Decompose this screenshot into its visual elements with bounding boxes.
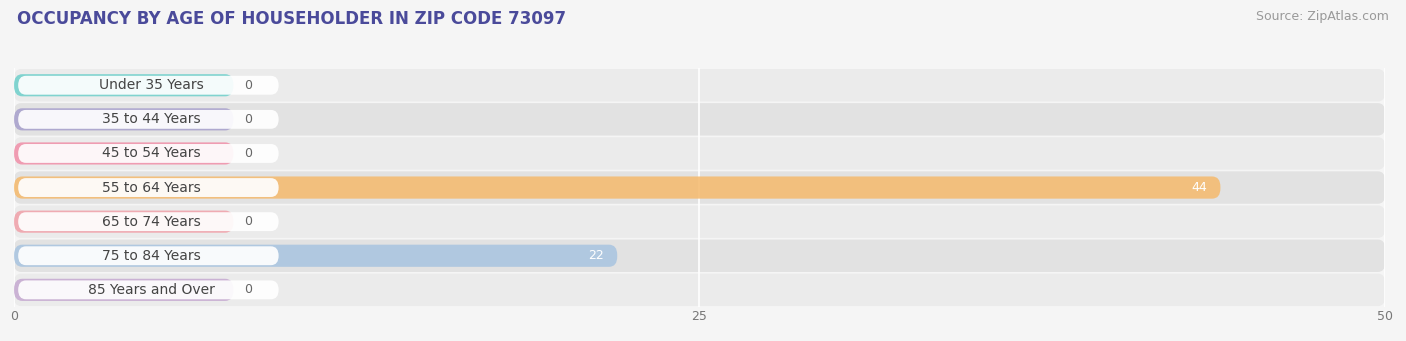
Text: Source: ZipAtlas.com: Source: ZipAtlas.com [1256, 10, 1389, 23]
FancyBboxPatch shape [14, 103, 1385, 136]
Text: 0: 0 [245, 79, 252, 92]
FancyBboxPatch shape [14, 205, 1385, 238]
FancyBboxPatch shape [14, 137, 1385, 170]
FancyBboxPatch shape [14, 143, 233, 165]
FancyBboxPatch shape [18, 110, 278, 129]
FancyBboxPatch shape [14, 177, 1220, 198]
Text: 0: 0 [245, 147, 252, 160]
FancyBboxPatch shape [14, 245, 617, 267]
Text: Under 35 Years: Under 35 Years [98, 78, 204, 92]
FancyBboxPatch shape [14, 273, 1385, 306]
FancyBboxPatch shape [14, 74, 233, 96]
Text: 0: 0 [245, 215, 252, 228]
Text: 35 to 44 Years: 35 to 44 Years [101, 112, 201, 127]
FancyBboxPatch shape [18, 144, 278, 163]
FancyBboxPatch shape [14, 210, 233, 233]
Text: 65 to 74 Years: 65 to 74 Years [101, 214, 201, 229]
Text: 44: 44 [1191, 181, 1206, 194]
FancyBboxPatch shape [14, 279, 233, 301]
Text: OCCUPANCY BY AGE OF HOUSEHOLDER IN ZIP CODE 73097: OCCUPANCY BY AGE OF HOUSEHOLDER IN ZIP C… [17, 10, 567, 28]
FancyBboxPatch shape [18, 76, 278, 95]
FancyBboxPatch shape [14, 108, 233, 131]
Text: 0: 0 [245, 113, 252, 126]
FancyBboxPatch shape [18, 178, 278, 197]
Text: 22: 22 [588, 249, 603, 262]
FancyBboxPatch shape [14, 239, 1385, 272]
Text: 85 Years and Over: 85 Years and Over [87, 283, 215, 297]
FancyBboxPatch shape [18, 212, 278, 231]
Text: 0: 0 [245, 283, 252, 296]
Text: 45 to 54 Years: 45 to 54 Years [101, 146, 201, 161]
Text: 55 to 64 Years: 55 to 64 Years [101, 180, 201, 195]
FancyBboxPatch shape [14, 172, 1385, 204]
FancyBboxPatch shape [18, 246, 278, 265]
Text: 75 to 84 Years: 75 to 84 Years [101, 249, 201, 263]
FancyBboxPatch shape [18, 280, 278, 299]
FancyBboxPatch shape [14, 69, 1385, 102]
